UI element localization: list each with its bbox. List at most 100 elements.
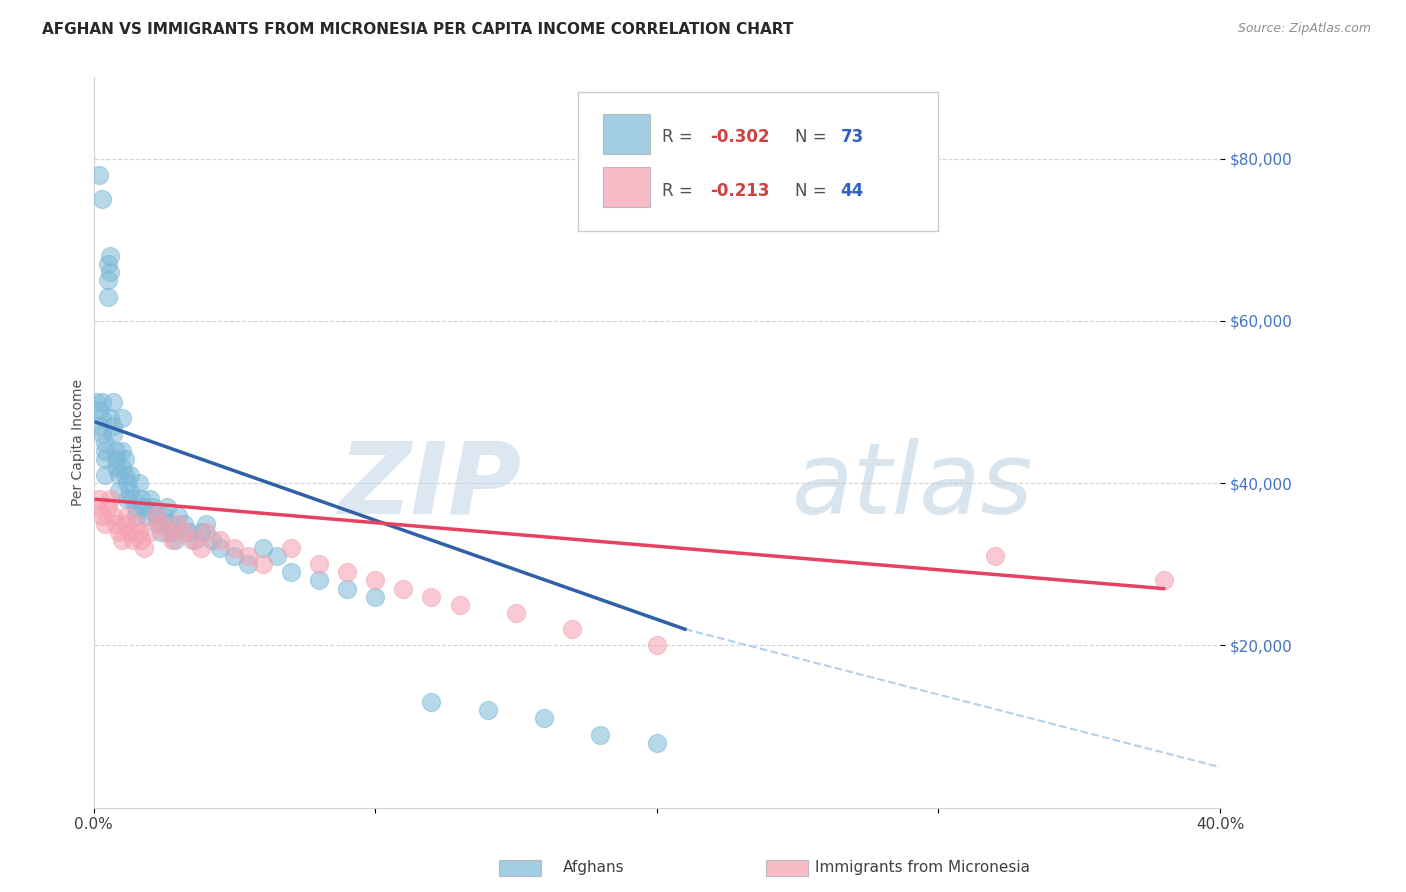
Point — [91, 192, 114, 206]
Point — [224, 549, 246, 563]
Point — [120, 484, 142, 499]
Point — [136, 508, 159, 523]
Point — [266, 549, 288, 563]
Text: N =: N = — [796, 128, 832, 146]
Point — [162, 533, 184, 547]
Text: ZIP: ZIP — [339, 438, 522, 535]
Point — [195, 516, 218, 531]
Point — [117, 476, 139, 491]
Text: R =: R = — [662, 128, 699, 146]
Point — [111, 411, 134, 425]
Point — [97, 500, 120, 515]
Point — [108, 468, 131, 483]
Point — [108, 524, 131, 539]
Point — [645, 736, 668, 750]
Point — [103, 427, 125, 442]
Point — [117, 508, 139, 523]
Point — [145, 508, 167, 523]
Text: R =: R = — [662, 182, 699, 200]
Point — [100, 492, 122, 507]
Point — [103, 508, 125, 523]
Point — [153, 508, 176, 523]
Point — [167, 508, 190, 523]
Point — [252, 541, 274, 555]
Point — [477, 703, 499, 717]
Point — [162, 524, 184, 539]
Point — [308, 574, 330, 588]
Point — [238, 558, 260, 572]
Point — [94, 443, 117, 458]
Text: 73: 73 — [841, 128, 863, 146]
Point — [139, 524, 162, 539]
Point — [165, 533, 187, 547]
Point — [190, 541, 212, 555]
Point — [128, 476, 150, 491]
Point — [139, 492, 162, 507]
Point — [120, 468, 142, 483]
Point — [125, 516, 148, 531]
Point — [97, 289, 120, 303]
Point — [114, 516, 136, 531]
Point — [983, 549, 1005, 563]
Text: AFGHAN VS IMMIGRANTS FROM MICRONESIA PER CAPITA INCOME CORRELATION CHART: AFGHAN VS IMMIGRANTS FROM MICRONESIA PER… — [42, 22, 793, 37]
Point — [156, 524, 179, 539]
Text: atlas: atlas — [792, 438, 1033, 535]
Y-axis label: Per Capita Income: Per Capita Income — [72, 379, 86, 506]
Point — [209, 541, 232, 555]
Point — [336, 582, 359, 596]
Point — [117, 492, 139, 507]
Point — [103, 395, 125, 409]
Point — [120, 524, 142, 539]
Point — [94, 516, 117, 531]
Point — [336, 566, 359, 580]
Point — [97, 273, 120, 287]
Point — [122, 492, 145, 507]
Point — [100, 265, 122, 279]
Point — [148, 516, 170, 531]
Point — [91, 395, 114, 409]
FancyBboxPatch shape — [578, 92, 938, 231]
Point — [100, 249, 122, 263]
Point — [111, 443, 134, 458]
Point — [280, 566, 302, 580]
Point — [91, 411, 114, 425]
Point — [308, 558, 330, 572]
Point — [131, 492, 153, 507]
Point — [89, 168, 111, 182]
Point — [86, 395, 108, 409]
Point — [181, 533, 204, 547]
Point — [252, 558, 274, 572]
Point — [179, 524, 201, 539]
Point — [505, 606, 527, 620]
Point — [114, 468, 136, 483]
Point — [91, 427, 114, 442]
Point — [533, 711, 555, 725]
Point — [108, 484, 131, 499]
FancyBboxPatch shape — [603, 168, 650, 208]
Point — [114, 451, 136, 466]
Point — [89, 492, 111, 507]
Text: N =: N = — [796, 182, 832, 200]
Point — [131, 533, 153, 547]
Point — [1153, 574, 1175, 588]
Point — [105, 459, 128, 474]
Point — [142, 500, 165, 515]
Point — [134, 541, 156, 555]
Point — [150, 524, 173, 539]
Point — [173, 516, 195, 531]
Point — [173, 524, 195, 539]
Point — [145, 508, 167, 523]
Point — [103, 419, 125, 434]
Point — [111, 459, 134, 474]
Text: 44: 44 — [841, 182, 863, 200]
Point — [449, 598, 471, 612]
Text: -0.302: -0.302 — [710, 128, 769, 146]
Text: Afghans: Afghans — [562, 860, 624, 874]
Point — [190, 524, 212, 539]
Point — [94, 435, 117, 450]
Point — [122, 533, 145, 547]
Point — [280, 541, 302, 555]
Point — [156, 500, 179, 515]
Point — [105, 451, 128, 466]
Text: -0.213: -0.213 — [710, 182, 769, 200]
